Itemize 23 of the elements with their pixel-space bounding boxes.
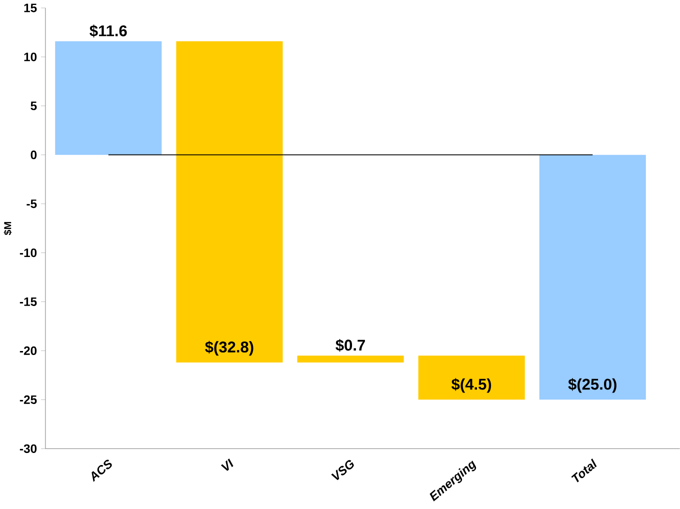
- y-tick-label: -15: [20, 298, 37, 306]
- data-label: $11.6: [90, 24, 127, 38]
- data-label: $(32.8): [205, 341, 254, 356]
- y-axis-title: $M: [4, 222, 12, 236]
- y-tick-label: 15: [24, 4, 37, 12]
- bar: [55, 41, 162, 156]
- data-label: $(25.0): [568, 378, 616, 393]
- bar: [297, 356, 404, 363]
- y-tick-label: -30: [20, 444, 37, 454]
- y-tick-label: 5: [30, 102, 37, 110]
- x-tick-label: VSG: [331, 460, 354, 480]
- x-tick-label: VI: [220, 458, 234, 472]
- bar: [176, 41, 283, 363]
- bar: [418, 356, 525, 400]
- y-tick-label: -20: [20, 346, 37, 356]
- y-tick-label: 10: [24, 52, 37, 62]
- data-label: $(4.5): [452, 378, 492, 393]
- bar: [539, 155, 646, 400]
- data-label: $0.7: [336, 339, 365, 352]
- y-tick-label: 0: [30, 150, 37, 160]
- y-tick-label: -10: [20, 248, 37, 258]
- y-tick-label: -25: [20, 396, 37, 404]
- y-tick-label: -5: [26, 200, 37, 208]
